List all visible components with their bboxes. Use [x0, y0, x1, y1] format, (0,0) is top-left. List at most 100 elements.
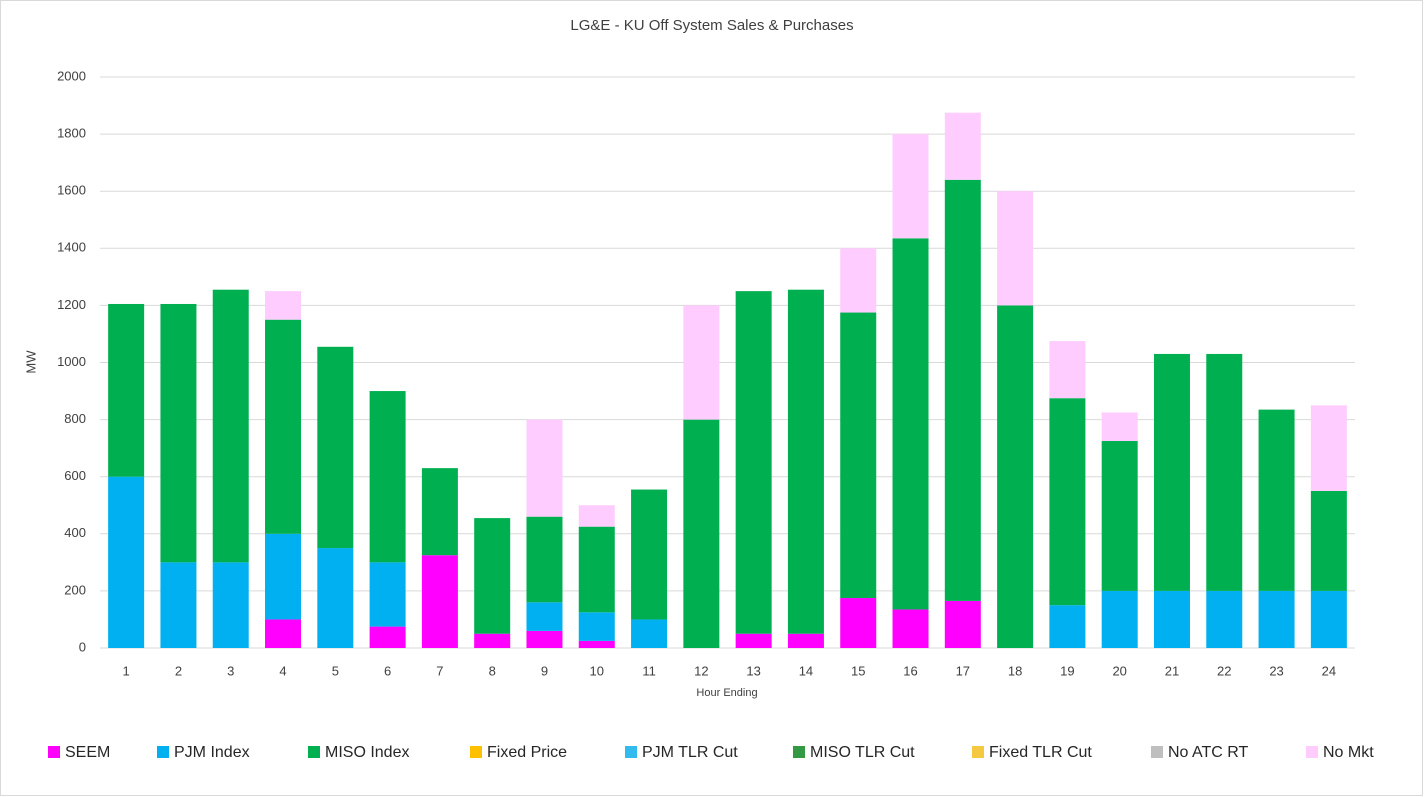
bar-segment	[1206, 590, 1243, 648]
bar-segment	[474, 518, 511, 634]
x-tick-label: 13	[746, 663, 760, 678]
bar-segment	[369, 391, 406, 563]
bar-segment	[578, 505, 615, 527]
y-tick-label: 1800	[57, 126, 86, 141]
legend-swatch	[793, 746, 805, 758]
x-tick-label: 23	[1269, 663, 1283, 678]
chart-title: LG&E - KU Off System Sales & Purchases	[570, 17, 853, 34]
x-tick-label: 16	[903, 663, 917, 678]
bar-segment	[683, 305, 720, 420]
bar-segment	[108, 476, 145, 648]
y-tick-label: 800	[64, 411, 86, 426]
x-tick-label: 12	[694, 663, 708, 678]
legend-swatch	[470, 746, 482, 758]
x-tick-label: 8	[489, 663, 496, 678]
x-tick-label: 21	[1165, 663, 1179, 678]
bar-segment	[1206, 353, 1243, 591]
bar-segment	[1101, 441, 1138, 591]
y-tick-label: 600	[64, 468, 86, 483]
bar-segment	[631, 619, 668, 648]
bar-segment	[1258, 590, 1295, 648]
x-tick-label: 17	[956, 663, 970, 678]
bar-segment	[578, 526, 615, 613]
bar-segment	[892, 134, 929, 239]
bar-segment	[526, 602, 563, 631]
x-tick-label: 2	[175, 663, 182, 678]
x-tick-label: 18	[1008, 663, 1022, 678]
bar-segment	[578, 612, 615, 641]
x-tick-label: 3	[227, 663, 234, 678]
bar-segment	[526, 516, 563, 603]
x-tick-label: 7	[436, 663, 443, 678]
x-tick-label: 6	[384, 663, 391, 678]
legend-swatch	[1151, 746, 1163, 758]
bar-segment	[265, 319, 302, 534]
bar-segment	[265, 291, 302, 320]
legend-swatch	[1306, 746, 1318, 758]
x-tick-label: 22	[1217, 663, 1231, 678]
bar-segment	[944, 179, 981, 601]
legend-swatch	[48, 746, 60, 758]
bar-segment	[369, 626, 406, 648]
bar-segment	[892, 609, 929, 648]
x-tick-label: 5	[332, 663, 339, 678]
legend-swatch	[625, 746, 637, 758]
y-tick-label: 400	[64, 525, 86, 540]
bar-segment	[1049, 605, 1086, 648]
legend-swatch	[157, 746, 169, 758]
y-tick-label: 1000	[57, 354, 86, 369]
bar-segment	[160, 562, 197, 648]
bar-segment	[265, 533, 302, 620]
x-tick-label: 1	[123, 663, 130, 678]
legend-label: No Mkt	[1323, 744, 1374, 761]
x-tick-label: 14	[799, 663, 813, 678]
bar-segment	[683, 419, 720, 648]
bar-segment	[735, 291, 772, 634]
bar-segment	[1049, 398, 1086, 606]
legend-label: PJM Index	[174, 744, 250, 761]
bar-segment	[1153, 590, 1190, 648]
y-tick-label: 1600	[57, 183, 86, 198]
legend-label: No ATC RT	[1168, 744, 1249, 761]
bar-segment	[421, 555, 458, 648]
bar-segment	[1310, 490, 1347, 591]
y-tick-label: 0	[79, 639, 86, 654]
bar-segment	[108, 303, 145, 477]
bar-segment	[317, 548, 354, 648]
x-tick-label: 24	[1322, 663, 1336, 678]
legend-swatch	[308, 746, 320, 758]
bar-segment	[840, 312, 877, 599]
legend-label: Fixed Price	[487, 744, 567, 761]
bar-segment	[265, 619, 302, 648]
bar-segment	[1153, 353, 1190, 591]
bar-segment	[1310, 405, 1347, 491]
y-tick-label: 200	[64, 582, 86, 597]
bar-segment	[892, 238, 929, 610]
bar-segment	[1310, 590, 1347, 648]
bar-segment	[526, 630, 563, 648]
bar-segment	[160, 303, 197, 563]
bar-segment	[578, 640, 615, 648]
legend-label: SEEM	[65, 744, 110, 761]
bar-segment	[944, 112, 981, 180]
bar-segment	[944, 600, 981, 648]
legend-label: PJM TLR Cut	[642, 744, 738, 761]
x-tick-label: 11	[642, 663, 656, 678]
y-tick-label: 2000	[57, 68, 86, 83]
bar-segment	[1258, 409, 1295, 591]
y-tick-label: 1200	[57, 297, 86, 312]
x-tick-label: 10	[590, 663, 604, 678]
bar-segment	[526, 419, 563, 517]
y-tick-label: 1400	[57, 240, 86, 255]
bar-segment	[421, 468, 458, 556]
bar-segment	[840, 248, 877, 313]
x-tick-label: 4	[279, 663, 286, 678]
y-axis-label: MW	[23, 350, 38, 374]
x-tick-label: 19	[1060, 663, 1074, 678]
bar-segment	[735, 633, 772, 648]
bar-segment	[787, 289, 824, 634]
legend-label: MISO Index	[325, 744, 409, 761]
legend-swatch	[972, 746, 984, 758]
bar-segment	[317, 346, 354, 549]
bar-segment	[474, 633, 511, 648]
